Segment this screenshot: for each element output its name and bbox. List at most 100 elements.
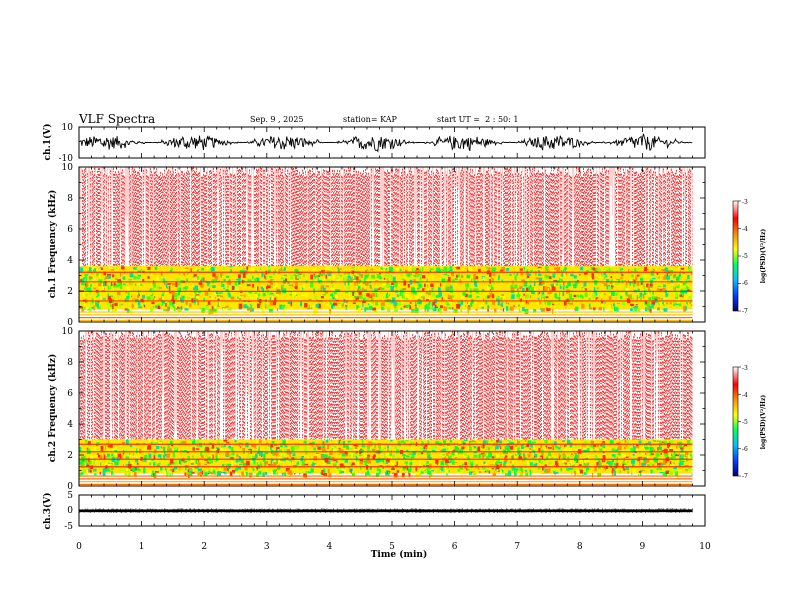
ch2-colorbar-ticks	[738, 366, 741, 477]
ch1-spectrogram-band-cell	[552, 303, 555, 305]
ch2-spectrogram-band-cell	[664, 453, 668, 457]
ch2-spectrogram-band-cell	[349, 452, 353, 458]
ch2-spectrogram-band-cell	[209, 448, 212, 453]
ch1-spectrogram-band-cell	[446, 284, 451, 290]
ch1-spectrogram-band-cell	[640, 282, 643, 285]
ch2-spectrogram-band-cell	[166, 471, 169, 474]
ch2-spectrogram-band-cell	[446, 447, 449, 453]
ch1-cbar-tick-m6: -6	[742, 280, 748, 287]
ch1-spectrogram-band-cell	[217, 298, 220, 301]
ch2-spectrogram-band-cell	[297, 461, 299, 464]
ch2-spectrogram-band-cell	[520, 439, 524, 442]
ch2-spectrogram-band-cell	[278, 449, 282, 452]
ch1-spectrogram-band-cell	[138, 306, 143, 309]
ch1-spectrogram-band-cell	[500, 297, 503, 301]
ch2-spectrogram-band-cell	[224, 471, 227, 475]
ch1-spectrogram-band-cell	[90, 306, 94, 309]
ch2-spectrogram-band-cell	[486, 469, 489, 473]
ch2-spectrogram-band-cell	[447, 460, 451, 463]
ch2-spectrogram-band-cell	[231, 461, 234, 466]
ch2-spectrogram-band-cell	[256, 467, 258, 471]
ch2-spectrogram-band-cell	[566, 467, 570, 471]
ch2-spectrogram-band-cell	[315, 453, 320, 457]
ch2-spectrogram-band-cell	[597, 472, 600, 478]
ch1-spectrogram-band-cell	[679, 271, 682, 277]
ch1-spectrogram-band-cell	[584, 292, 588, 297]
ch2-spectrogram-band-cell	[627, 470, 629, 474]
ch1-spectrogram-band-cell	[374, 288, 378, 293]
ch2-spectrogram-band-cell	[90, 469, 92, 473]
ch1-spectrogram-band-cell	[427, 290, 430, 295]
ch2-spectrogram-band-cell	[336, 471, 339, 475]
ch2-spectrogram-band-cell	[136, 455, 139, 460]
ch1-spectrogram-band-cell	[193, 270, 196, 272]
ch1-spectrogram-band-cell	[203, 277, 205, 282]
ch1-spectrogram-band-cell	[408, 274, 410, 277]
ch1-spectrogram-band-cell	[421, 267, 424, 271]
ch1-spectrogram-band-cell	[426, 278, 428, 284]
ch1-spectrogram-band-cell	[144, 305, 146, 308]
ch2-spectrogram-band-cell	[403, 456, 406, 460]
ch1-spectrogram-band-cell	[322, 272, 324, 277]
ch2-spectrogram-band-cell	[517, 440, 519, 445]
ch1-spectrogram-band-cell	[286, 300, 291, 303]
ch2-spectrogram-band-cell	[200, 451, 203, 456]
ch1-freq-tick-4: 4	[67, 256, 73, 266]
ch1-spectrogram-band-cell	[474, 278, 476, 283]
ch1-spectrogram-band-cell	[345, 306, 347, 310]
ch2-spectrogram-band-cell	[104, 452, 108, 456]
ch2-spectrogram-band-cell	[331, 440, 333, 442]
ch1-spectrogram-band-cell	[317, 288, 321, 292]
ch2-spectrogram-band-cell	[476, 447, 478, 453]
ch2-spectrogram-band-cell	[541, 472, 546, 475]
ch1-spectrogram-band-cell	[562, 268, 564, 273]
ch2-spectrogram-band-cell	[560, 467, 563, 472]
ch2-spectrogram-band-cell	[615, 449, 619, 451]
ch2-spectrogram-band-cell	[278, 457, 282, 459]
ch1-spectrogram-band-cell	[272, 294, 276, 296]
ch1-spectrogram-band-cell	[583, 282, 587, 287]
ch1-spectrogram-band-cell	[357, 307, 362, 312]
ch1-spectrogram-band-cell	[383, 281, 385, 284]
ch2-spectrogram-band-cell	[511, 466, 516, 471]
ch1-spectrogram-band-cell	[643, 272, 645, 277]
ch1-spectrogram-band-cell	[274, 269, 276, 273]
ch1-spectrogram-band-cell	[428, 301, 431, 305]
ch1-spectrogram-band-cell	[333, 289, 338, 291]
ch1-spectrogram-band-cell	[89, 278, 91, 281]
ch1-spectrogram-band-cell	[240, 295, 244, 297]
ch1-spectrogram-band-cell	[96, 271, 99, 277]
ch1-colorbar	[732, 200, 739, 312]
ch1-spectrogram-band-cell	[687, 280, 691, 282]
ch2-spectrogram-band-cell	[295, 444, 299, 446]
ch1-spectrogram-band-cell	[79, 267, 84, 272]
ch2-spectrogram-band-cell	[613, 454, 616, 458]
ch1-spectrogram-band-cell	[456, 266, 461, 270]
ch2-spectrogram-band-cell	[132, 473, 136, 476]
ch2-spectrogram-band-cell	[586, 467, 590, 472]
ch2-spectrogram-band-cell	[622, 463, 627, 465]
ch2-spectrogram-band-cell	[235, 472, 237, 474]
ch1-spectrogram-band-cell	[198, 282, 203, 285]
ch1-spectrogram-band-cell	[242, 273, 246, 278]
ch1-cbar-tick-m7: -7	[742, 308, 748, 315]
ch2-spectrogram-band-cell	[691, 473, 693, 476]
ch2-spectrogram-band-cell	[408, 452, 412, 455]
ch2-spectrogram-band-cell	[529, 449, 532, 452]
ch1-spectrogram-band-cell	[250, 298, 252, 302]
ch1-spectrogram-band-cell	[295, 294, 298, 296]
ch2-spectrogram-band-cell	[143, 467, 145, 473]
ch2-spectrogram-band-cell	[88, 467, 91, 471]
ch2-spectrogram-band-cell	[551, 444, 553, 446]
ch2-spectrogram-band-cell	[201, 463, 204, 468]
ch1-spectrogram-band-cell	[404, 304, 408, 308]
ch2-spectrogram-band-cell	[493, 471, 495, 473]
ch2-spectrogram-band-cell	[204, 444, 209, 447]
ch1-spectrogram-band-cell	[525, 287, 529, 292]
ch2-spectrogram-band-cell	[473, 451, 477, 454]
ch1-spectrogram-band-cell	[171, 282, 175, 284]
ch1-spectrogram-band-cell	[648, 286, 650, 292]
ch2-spectrogram-band-cell	[270, 446, 272, 450]
ch2-spectrogram-band-cell	[283, 448, 287, 454]
ch1-spectrogram-band-cell	[314, 295, 317, 300]
